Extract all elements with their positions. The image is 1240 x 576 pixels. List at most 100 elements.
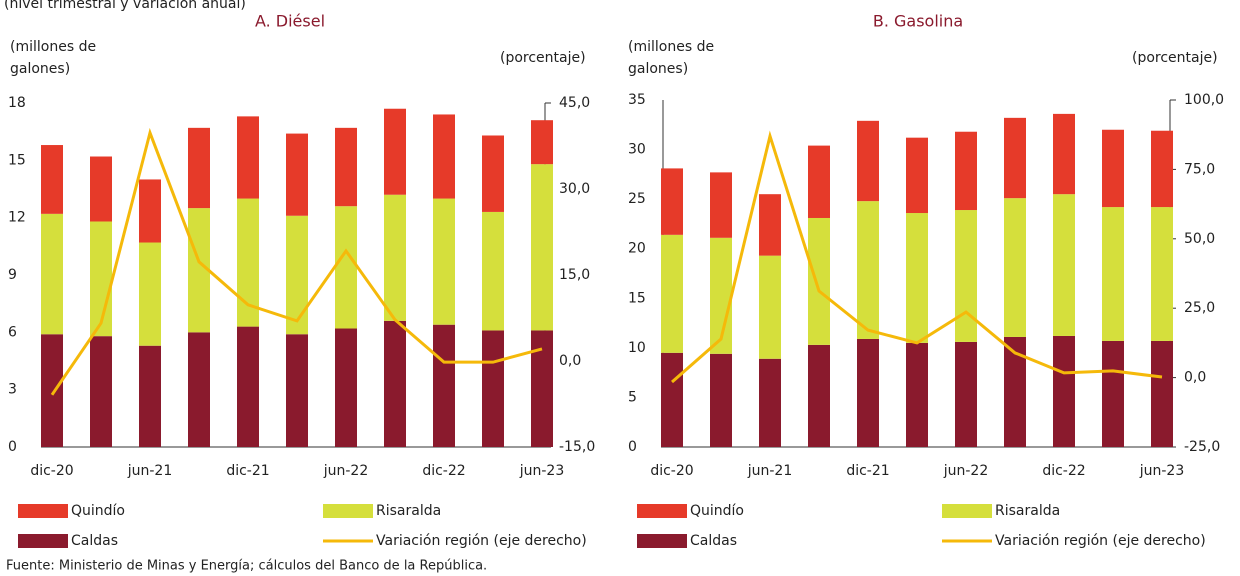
bar-segment [906, 342, 928, 447]
bar-segment [710, 237, 732, 354]
x-tick-label: dic-21 [226, 463, 269, 479]
bar-segment [1053, 113, 1075, 195]
y-axis-label: (millones de galones) [10, 39, 97, 77]
legend-label: Variación región (eje derecho) [376, 533, 587, 549]
y2-tick-label: -15,0 [559, 439, 595, 455]
line-series [671, 130, 1163, 384]
bar-segment [41, 334, 63, 447]
bar-segment [188, 127, 210, 209]
bar-segment [286, 215, 308, 335]
bar-segment [531, 164, 553, 331]
bar-segment [857, 201, 879, 339]
bar-segment [286, 334, 308, 447]
x-tick-label: jun-23 [519, 463, 565, 479]
bar-segment [482, 135, 504, 212]
panel-title: B. Gasolina [873, 12, 963, 31]
y2-tick-label: 30,0 [559, 181, 590, 197]
y-tick-label: 10 [628, 340, 646, 356]
y-axis-label: (millones de galones) [628, 39, 715, 77]
y-tick-label: 30 [628, 142, 646, 158]
y2-tick-label: 45,0 [559, 95, 590, 111]
bar-segment [237, 198, 259, 327]
bar-segment [808, 344, 830, 447]
y2-tick-label: 75,0 [1184, 161, 1215, 177]
y2-tick-label: 50,0 [1184, 231, 1215, 247]
legend-swatch [18, 534, 68, 548]
bar-segment [1004, 336, 1026, 447]
bar-segment [139, 345, 161, 447]
x-tick-label: dic-22 [422, 463, 465, 479]
bar-segment [433, 114, 455, 199]
legend-label: Variación región (eje derecho) [995, 533, 1206, 549]
bar-segment [1102, 340, 1124, 447]
source-note: Fuente: Ministerio de Minas y Energía; c… [6, 559, 487, 574]
bar-segment [335, 328, 357, 447]
x-tick-label: jun-23 [1139, 463, 1185, 479]
y2-tick-label: -25,0 [1184, 439, 1220, 455]
x-tick-label: dic-22 [1042, 463, 1085, 479]
bar-segment [661, 168, 683, 235]
bar-segment [433, 324, 455, 447]
legend-label: Quindío [690, 503, 744, 519]
bar-segment [857, 120, 879, 202]
x-tick-label: jun-21 [127, 463, 173, 479]
bar-segment [661, 234, 683, 353]
y-tick-label: 0 [628, 439, 637, 455]
bar-segment [710, 353, 732, 447]
y2-tick-label: 0,0 [1184, 370, 1206, 386]
bar-segment [1004, 198, 1026, 337]
bar-segment [759, 194, 781, 256]
bar-segment [188, 208, 210, 333]
y-tick-label: 3 [8, 382, 17, 398]
bar-segment [1004, 117, 1026, 199]
bar-segment [759, 358, 781, 447]
legend-swatch [18, 504, 68, 518]
legend-swatch [323, 504, 373, 518]
legend-label: Caldas [71, 533, 118, 549]
bar-segment [808, 145, 830, 218]
bar-segment [531, 120, 553, 165]
y2-axis-label: (porcentaje) [1132, 50, 1218, 66]
line-series [50, 127, 543, 396]
y-tick-label: 9 [8, 267, 17, 283]
bar-segment [661, 352, 683, 447]
bar-segment [482, 330, 504, 447]
bar-segment [906, 213, 928, 343]
bar-segment [1053, 194, 1075, 336]
bar-segment [1102, 207, 1124, 341]
subtitle: (nivel trimestral y variación anual) [4, 0, 246, 12]
y-tick-label: 15 [628, 290, 646, 306]
bar-segment [139, 242, 161, 346]
bar-segment [955, 210, 977, 342]
bar-segment [906, 137, 928, 214]
bar-segment [90, 336, 112, 447]
y-tick-label: 6 [8, 324, 17, 340]
x-tick-label: dic-20 [650, 463, 693, 479]
bar-segment [808, 217, 830, 345]
legend-swatch [942, 504, 992, 518]
bar-segment [1053, 335, 1075, 447]
bar-segment [1102, 129, 1124, 208]
bar-segment [531, 330, 553, 447]
bar-segment [1151, 340, 1173, 447]
bar-segment [41, 145, 63, 214]
bar-segment [41, 213, 63, 335]
y-tick-label: 15 [8, 152, 26, 168]
panel-title: A. Diésel [255, 12, 325, 31]
y2-tick-label: 100,0 [1184, 92, 1224, 108]
x-tick-label: jun-21 [747, 463, 793, 479]
bar-segment [237, 326, 259, 447]
bar-segment [955, 341, 977, 447]
bar-segment [857, 338, 879, 447]
y-tick-label: 0 [8, 439, 17, 455]
y-tick-label: 12 [8, 210, 26, 226]
bar-segment [286, 133, 308, 216]
y2-tick-label: 15,0 [559, 267, 590, 283]
y-tick-label: 25 [628, 191, 646, 207]
bar-segment [759, 255, 781, 359]
bar-segment [139, 179, 161, 243]
bar-segment [335, 127, 357, 207]
bar-segment [237, 116, 259, 199]
